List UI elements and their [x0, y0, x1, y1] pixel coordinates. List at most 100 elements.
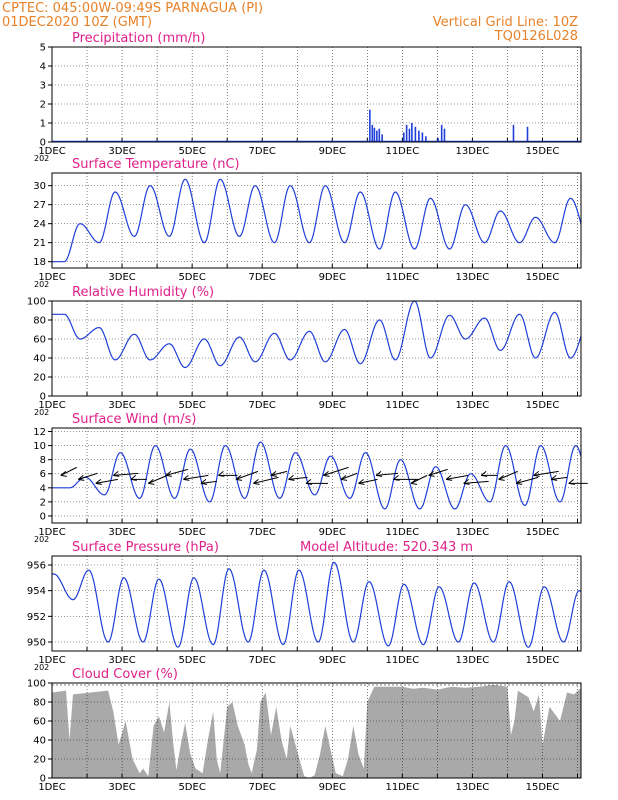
series-line: [52, 441, 582, 510]
x-tick-label: 7DEC: [249, 527, 276, 538]
x-tick-label: 1DEC: [38, 782, 65, 793]
wind-arrow-head: [148, 478, 155, 485]
wind-arrow-head: [60, 470, 67, 477]
y-tick-label: 950: [27, 638, 46, 649]
x-tick-label: 5DEC: [178, 655, 205, 666]
precip-bar: [526, 126, 529, 142]
x-tick-label: 11DEC: [385, 782, 419, 793]
wind-arrow-head: [183, 474, 190, 481]
y-tick-label: 2: [40, 497, 46, 508]
x-tick-label: 11DEC: [385, 146, 419, 157]
cloud-cover-area: [52, 684, 581, 778]
wind-arrow: [551, 476, 568, 480]
wind-arrow: [516, 476, 539, 484]
wind-arrow-head: [218, 470, 225, 477]
x-tick-label: 15DEC: [526, 146, 560, 157]
x-tick-label: 3DEC: [108, 527, 135, 538]
y-tick-label: 80: [33, 316, 46, 327]
panel-frame: [51, 427, 582, 524]
cloud-cover-title: Cloud Cover (%): [72, 667, 178, 682]
y-tick-label: 10: [33, 441, 46, 452]
y-tick-label: 27: [33, 200, 46, 211]
y-tick-label: 4: [40, 62, 46, 73]
y-tick-label: 0: [40, 138, 46, 149]
temperature-panel: Surface Temperature (nC) 18 21 24 27 30 1DEC 3…: [33, 157, 582, 289]
wind-arrow-head: [533, 470, 540, 477]
wind-arrow-head: [463, 478, 470, 485]
x-tick-label: 9DEC: [319, 272, 346, 283]
y-tick-label: 12: [33, 427, 46, 438]
x-tick-label: 7DEC: [249, 655, 276, 666]
wind-arrow-head: [112, 470, 120, 477]
x-tick-label: 11DEC: [385, 272, 419, 283]
year-label: 202: [34, 154, 49, 163]
precip-bar: [440, 124, 443, 142]
humidity-title: Relative Humidity (%): [72, 285, 214, 300]
x-tick-label: 9DEC: [319, 400, 346, 411]
x-tick-label: 13DEC: [456, 272, 490, 283]
wind-arrow-head: [95, 478, 102, 485]
wind-arrow-head: [270, 470, 278, 477]
y-tick-label: 956: [27, 560, 46, 571]
x-tick-label: 15DEC: [526, 272, 560, 283]
y-tick-label: 0: [40, 511, 46, 522]
wind-arrow-head: [480, 470, 488, 477]
wind-arrow: [60, 466, 77, 476]
x-tick-label: 1DEC: [38, 272, 65, 283]
precip-bar: [381, 134, 383, 142]
wind-title: Surface Wind (m/s): [72, 412, 196, 427]
x-tick-label: 5DEC: [178, 782, 205, 793]
wind-arrow-head: [428, 470, 435, 477]
y-tick-label: 4: [40, 483, 46, 494]
y-tick-label: 60: [33, 335, 46, 346]
y-tick-label: 20: [33, 373, 46, 384]
x-tick-label: 9DEC: [319, 527, 346, 538]
wind-arrow-head: [568, 478, 575, 485]
wind-arrow: [323, 466, 349, 476]
wind-arrow: [428, 468, 448, 476]
precip-bar: [512, 124, 515, 142]
precipitation-title: Precipitation (mm/h): [72, 31, 205, 46]
panel-frame: [51, 300, 582, 397]
y-tick-label: 24: [33, 219, 46, 230]
wind-arrow: [165, 468, 188, 476]
wind-arrow: [340, 472, 358, 480]
wind-arrow-head: [393, 474, 400, 481]
x-tick-label: 5DEC: [178, 272, 205, 283]
x-tick-label: 7DEC: [249, 400, 276, 411]
wind-arrow-head: [445, 474, 453, 481]
y-tick-label: 8: [40, 455, 46, 466]
x-tick-label: 1DEC: [38, 400, 65, 411]
wind-arrow: [376, 472, 399, 476]
precip-bar: [414, 126, 417, 142]
precip-bar: [369, 109, 371, 142]
y-tick-label: 30: [33, 181, 46, 192]
x-tick-label: 5DEC: [178, 400, 205, 411]
x-tick-label: 13DEC: [456, 146, 490, 157]
wind-arrow: [463, 480, 489, 484]
x-tick-label: 7DEC: [249, 782, 276, 793]
wind-arrow: [358, 478, 378, 484]
x-tick-label: 5DEC: [178, 146, 205, 157]
y-tick-label: 2: [40, 100, 46, 111]
wind-arrow-head: [305, 478, 313, 485]
wind-arrow-head: [498, 474, 505, 481]
y-tick-label: 21: [33, 238, 46, 249]
wind-arrow: [446, 474, 469, 480]
temperature-title: Surface Temperature (nC): [72, 157, 240, 172]
precipitation-panel: Precipitation (mm/h) 0 1 2 3 4 5 1DEC 3DEC 5DEC 7…: [34, 31, 582, 163]
x-tick-label: 15DEC: [526, 655, 560, 666]
panel-frame: [51, 46, 582, 143]
y-tick-label: 0: [40, 774, 46, 785]
wind-arrow: [78, 472, 98, 480]
wind-panel: Surface Wind (m/s) 0 2 4 6 8 10 12 1DEC 3DEC 5DEC…: [33, 412, 588, 544]
wind-arrow-head: [410, 478, 418, 485]
y-tick-label: 18: [33, 257, 46, 268]
precip-bar: [411, 123, 413, 142]
x-tick-label: 15DEC: [526, 527, 560, 538]
precip-bar: [443, 128, 446, 142]
x-tick-label: 11DEC: [385, 527, 419, 538]
y-tick-label: 60: [33, 717, 46, 728]
x-tick-label: 13DEC: [456, 782, 490, 793]
